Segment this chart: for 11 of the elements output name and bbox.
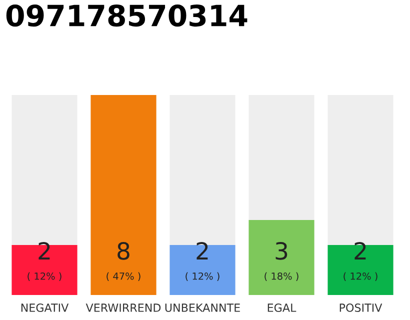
data-label: 2 ( 12% ) <box>186 242 220 281</box>
x-tick-label: UNBEKANNTE <box>165 304 240 312</box>
x-tick-label: EGAL <box>268 304 296 312</box>
data-label: 8 ( 47% ) <box>106 242 140 281</box>
chart-title: 097178570314 <box>6 4 248 27</box>
x-tick-label: NEGATIV <box>21 304 69 312</box>
x-tick-label: POSITIV <box>340 304 382 312</box>
data-label: 2 ( 12% ) <box>344 242 378 281</box>
x-tick-label: VERWIRREND <box>86 304 161 312</box>
data-label: 3 ( 18% ) <box>264 242 298 281</box>
data-label: 2 ( 12% ) <box>28 242 62 281</box>
